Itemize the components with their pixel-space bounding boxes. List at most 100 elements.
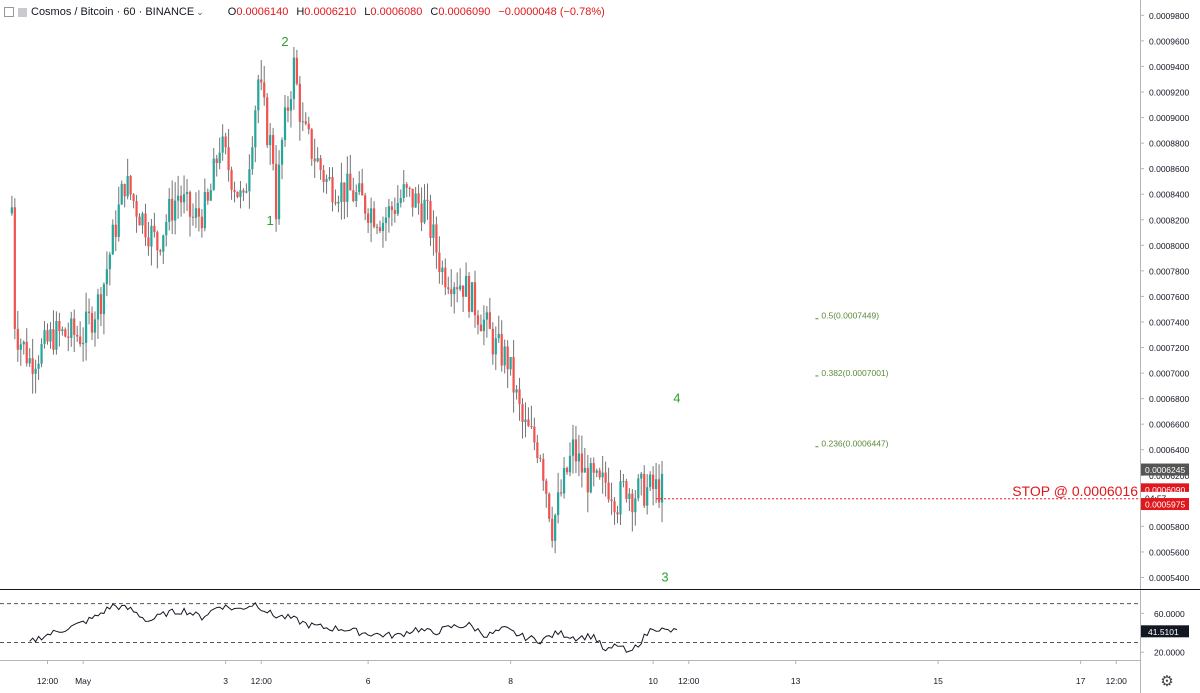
candle-body (384, 217, 388, 223)
candle-body (565, 467, 569, 473)
candle-body (420, 203, 423, 223)
candle-body (328, 177, 331, 179)
candle-body (435, 224, 438, 253)
gear-icon[interactable]: ⚙ (1160, 673, 1174, 690)
candle-body (316, 158, 319, 162)
wave-label: 2 (281, 34, 288, 49)
fib-level-label: 0.5(0.0007449) (821, 311, 879, 321)
candle-body (209, 190, 212, 201)
candle-body (539, 458, 542, 460)
candle-body (527, 419, 530, 427)
time-tick-label: 8 (508, 676, 513, 686)
time-tick-label: 12:00 (251, 676, 273, 686)
time-tick-label: 12:00 (37, 676, 59, 686)
candle-body (450, 289, 453, 295)
candle-body (272, 135, 275, 164)
candle-body (70, 318, 73, 338)
candle-body (212, 158, 215, 191)
candle-body (25, 341, 28, 364)
candle-body (138, 216, 141, 226)
candle-body (99, 294, 103, 315)
candle-body (361, 183, 364, 196)
price-axis-label: 0.0005975 (1145, 500, 1185, 510)
candle-body (660, 473, 664, 503)
time-tick-label: 10 (648, 676, 658, 686)
candle-body (31, 358, 34, 374)
low-value: 0.0006080 (370, 6, 423, 18)
candle-body (381, 222, 385, 232)
candle-body (473, 282, 477, 316)
candle-body (76, 334, 79, 337)
price-tick-label: 0.0008000 (1149, 241, 1189, 251)
time-tick-label: 13 (791, 676, 801, 686)
candle-body (194, 208, 198, 218)
candle-body (497, 333, 500, 339)
candle-body (67, 336, 70, 338)
candle-body (438, 252, 441, 273)
price-tick-label: 0.0007800 (1149, 266, 1189, 276)
candle-body (179, 195, 183, 203)
candle-body (393, 210, 396, 214)
candle-body (313, 158, 316, 162)
candle-body (322, 169, 325, 182)
candle-body (79, 336, 82, 345)
candle-body (58, 321, 61, 332)
candle-body (369, 208, 373, 223)
candle-body (408, 187, 411, 189)
candle-body (150, 225, 153, 247)
candle-body (49, 329, 52, 342)
candle-body (637, 478, 640, 499)
wave-label: 1 (267, 213, 274, 228)
candle-body (10, 207, 13, 214)
candle-body (289, 99, 293, 111)
candle-body (598, 470, 601, 478)
candle-body (577, 453, 581, 462)
collapse-checkbox-icon[interactable] (4, 7, 14, 17)
price-tick-label: 0.0006200 (1149, 471, 1189, 481)
candle-body (177, 195, 180, 201)
candle-body (239, 190, 242, 198)
candle-body (390, 206, 393, 211)
candle-body (171, 198, 174, 221)
candle-body (218, 152, 221, 164)
candle-body (295, 57, 298, 84)
candle-body (367, 213, 370, 223)
candle-body (82, 342, 85, 345)
candle-body (174, 200, 177, 221)
candle-body (269, 135, 272, 146)
candle-body (19, 344, 22, 350)
price-tick-label: 0.0005600 (1149, 547, 1189, 557)
candle-body (197, 208, 201, 217)
chevron-down-icon[interactable]: ⌄ (196, 6, 204, 17)
price-axis-label-bg (1141, 463, 1189, 476)
price-tick-label: 0.0009800 (1149, 11, 1189, 21)
candle-body (402, 184, 405, 198)
candle-body (28, 358, 31, 364)
candle-body (144, 213, 147, 238)
candle-body (396, 202, 399, 214)
candle-body (298, 83, 301, 122)
candle-body (123, 183, 126, 197)
candle-body (346, 173, 349, 202)
open-label: O (227, 6, 237, 18)
candle-body (230, 170, 233, 190)
candle-body (628, 493, 631, 499)
candle-body (126, 175, 129, 197)
candle-body (286, 107, 290, 111)
candle-body (530, 426, 533, 428)
time-tick-label: May (75, 676, 92, 686)
candle-body (96, 294, 100, 320)
candle-body (399, 197, 402, 203)
symbol-title[interactable]: Cosmos / Bitcoin · 60 · BINANCE (31, 6, 195, 18)
price-tick-label: 0.0008600 (1149, 164, 1189, 174)
candle-body (90, 313, 94, 333)
candle-body (378, 227, 382, 232)
candle-body (562, 467, 566, 494)
candle-body (227, 147, 230, 171)
candle-body (417, 193, 420, 204)
candle-body (491, 328, 494, 355)
candle-body (607, 482, 610, 500)
candle-body (610, 499, 613, 502)
candle-body (120, 183, 123, 205)
